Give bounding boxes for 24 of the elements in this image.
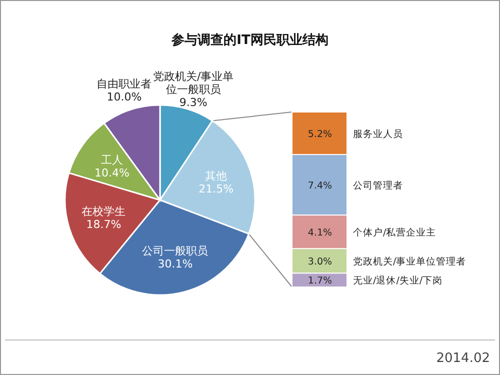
slice-label: 自由职业者	[96, 77, 152, 90]
slice-label: 工人	[100, 153, 123, 166]
slice-label: 党政机关/事业单位一般职员	[153, 70, 234, 96]
slice-label: 公司一般职员	[142, 244, 208, 258]
data-label: 18.7%	[86, 218, 122, 231]
slice-label: 在校学生	[82, 204, 126, 218]
series-label: 党政机关/事业单位管理者	[353, 255, 466, 268]
data-label: 7.4%	[308, 180, 332, 192]
chart-title: 参与调查的IT网民职业结构	[170, 32, 328, 48]
data-label: 21.5%	[198, 182, 234, 196]
data-label: 10.4%	[94, 166, 130, 180]
data-label: 3.0%	[308, 256, 332, 268]
series-label: 个体户/私营企业主	[353, 226, 436, 238]
data-label: 1.7%	[308, 276, 332, 287]
series-label: 公司管理者	[353, 179, 403, 192]
data-label: 5.2%	[308, 128, 332, 140]
data-label: 9.3%	[179, 96, 208, 110]
data-label: 4.1%	[308, 227, 332, 238]
series-label: 服务业人员	[353, 128, 403, 140]
text: 2014.02	[436, 351, 490, 366]
slice-label: 其他	[205, 169, 228, 182]
series-label: 无业/退休/失业/下岗	[353, 274, 443, 287]
data-label: 10.0%	[106, 90, 142, 104]
data-label: 30.1%	[158, 257, 193, 270]
